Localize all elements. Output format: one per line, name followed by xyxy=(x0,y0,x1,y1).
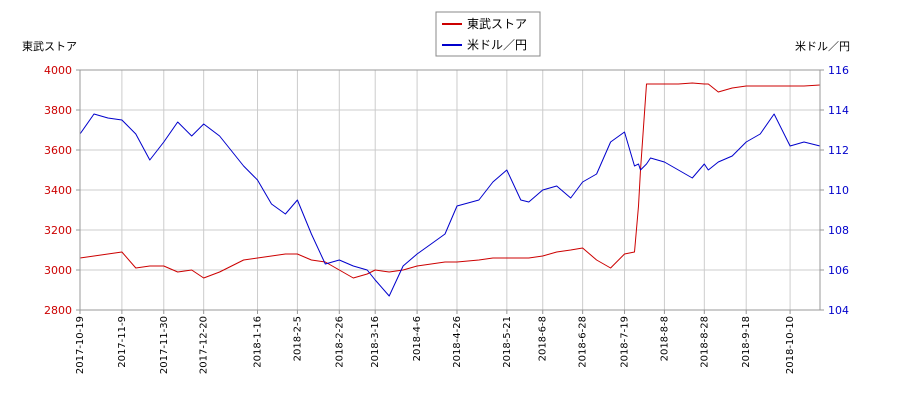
x-tick-label: 2017-10-19 xyxy=(75,316,86,374)
series-line-1 xyxy=(79,82,821,279)
grid xyxy=(79,69,820,311)
right-tick-label: 106 xyxy=(828,264,849,277)
x-tick-label: 2018-5-21 xyxy=(502,316,513,368)
x-tick-label: 2018-4-6 xyxy=(412,316,423,361)
right-tick-label: 112 xyxy=(828,144,849,157)
left-tick-label: 3400 xyxy=(44,184,72,197)
right-tick-label: 108 xyxy=(828,224,849,237)
right-tick-label: 114 xyxy=(828,104,849,117)
right-tick-label: 116 xyxy=(828,64,849,77)
legend: 東武ストア 米ドル／円 xyxy=(435,11,541,57)
x-tick-label: 2017-11-9 xyxy=(117,316,128,368)
left-tick-label: 3600 xyxy=(44,144,72,157)
x-tick-label: 2018-7-19 xyxy=(620,316,631,368)
right-axis-title: 米ドル／円 xyxy=(795,40,850,53)
x-tick-label: 2018-6-28 xyxy=(578,316,589,368)
series-line-2 xyxy=(79,113,821,297)
left-tick-label: 4000 xyxy=(44,64,72,77)
x-tick-label: 2017-11-30 xyxy=(159,316,170,374)
x-tick-label: 2017-12-20 xyxy=(199,316,210,374)
x-tick-label: 2018-9-18 xyxy=(741,316,752,368)
x-tick-label: 2018-2-26 xyxy=(334,316,345,368)
right-tick-label: 110 xyxy=(828,184,849,197)
x-tick-label: 2018-10-10 xyxy=(785,316,796,374)
left-tick-label: 2800 xyxy=(44,304,72,317)
x-tick-label: 2018-1-16 xyxy=(253,316,264,368)
legend-box xyxy=(435,11,541,57)
x-tick-label: 2018-3-16 xyxy=(370,316,381,368)
series-layer xyxy=(79,82,821,297)
legend-label-series-1: 東武ストア xyxy=(467,17,527,31)
x-tick-label: 2018-8-8 xyxy=(659,316,670,361)
left-tick-label: 3800 xyxy=(44,104,72,117)
legend-label-series-2: 米ドル／円 xyxy=(467,38,527,52)
ticks: 2800 3000 3200 3400 3600 3800 4000 104 106 108 110… xyxy=(44,64,849,374)
left-axis-title: 東武ストア xyxy=(22,40,77,53)
x-tick-label: 2018-8-28 xyxy=(699,316,710,368)
x-tick-label: 2018-2-5 xyxy=(292,316,303,361)
left-tick-label: 3000 xyxy=(44,264,72,277)
left-tick-label: 3200 xyxy=(44,224,72,237)
x-tick-label: 2018-6-8 xyxy=(538,316,549,361)
x-tick-label: 2018-4-26 xyxy=(452,316,463,368)
right-tick-label: 104 xyxy=(828,304,849,317)
